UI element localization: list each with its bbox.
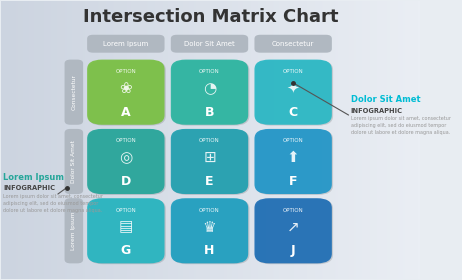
Text: INFOGRAPHIC: INFOGRAPHIC bbox=[4, 185, 55, 191]
Text: ◎: ◎ bbox=[119, 150, 133, 165]
FancyBboxPatch shape bbox=[171, 129, 248, 194]
Text: ⊞: ⊞ bbox=[203, 150, 216, 165]
FancyBboxPatch shape bbox=[255, 129, 332, 194]
Text: OPTION: OPTION bbox=[199, 208, 220, 213]
FancyBboxPatch shape bbox=[65, 198, 83, 263]
Text: ✦: ✦ bbox=[287, 81, 299, 96]
Text: Lorem ipsum dolor sit amet, consectetur
adipiscing elit, sed do eiusmod tempor
d: Lorem ipsum dolor sit amet, consectetur … bbox=[4, 194, 103, 213]
Text: C: C bbox=[289, 106, 298, 119]
FancyBboxPatch shape bbox=[172, 199, 249, 264]
Text: Lorem Ipsum: Lorem Ipsum bbox=[71, 212, 76, 250]
Text: B: B bbox=[205, 106, 214, 119]
Text: OPTION: OPTION bbox=[283, 208, 304, 213]
Text: ❀: ❀ bbox=[120, 81, 132, 96]
FancyBboxPatch shape bbox=[171, 35, 248, 53]
Text: OPTION: OPTION bbox=[116, 208, 136, 213]
FancyBboxPatch shape bbox=[255, 60, 333, 126]
FancyBboxPatch shape bbox=[171, 198, 248, 263]
Text: Consectetur: Consectetur bbox=[272, 41, 314, 47]
FancyBboxPatch shape bbox=[171, 60, 248, 125]
Text: OPTION: OPTION bbox=[116, 69, 136, 74]
Text: ▤: ▤ bbox=[119, 220, 133, 235]
FancyBboxPatch shape bbox=[255, 198, 332, 263]
Text: OPTION: OPTION bbox=[283, 138, 304, 143]
Text: Dolor Sit Amet: Dolor Sit Amet bbox=[71, 140, 76, 183]
FancyBboxPatch shape bbox=[87, 129, 164, 194]
Text: ⬆: ⬆ bbox=[287, 150, 299, 165]
Text: INFOGRAPHIC: INFOGRAPHIC bbox=[351, 108, 403, 114]
FancyBboxPatch shape bbox=[255, 130, 333, 195]
Text: Consectetur: Consectetur bbox=[71, 74, 76, 110]
FancyBboxPatch shape bbox=[88, 130, 166, 195]
Text: J: J bbox=[291, 244, 296, 257]
FancyBboxPatch shape bbox=[255, 199, 333, 264]
Text: Lorem Ipsum: Lorem Ipsum bbox=[4, 172, 65, 182]
FancyBboxPatch shape bbox=[172, 60, 249, 126]
Text: Dolor Sit Amet: Dolor Sit Amet bbox=[351, 95, 420, 104]
FancyBboxPatch shape bbox=[87, 60, 164, 125]
Text: Intersection Matrix Chart: Intersection Matrix Chart bbox=[83, 8, 338, 26]
Text: Dolor Sit Amet: Dolor Sit Amet bbox=[184, 41, 235, 47]
Text: OPTION: OPTION bbox=[199, 138, 220, 143]
FancyBboxPatch shape bbox=[65, 129, 83, 194]
FancyBboxPatch shape bbox=[65, 60, 83, 125]
Text: Lorem Ipsum: Lorem Ipsum bbox=[103, 41, 148, 47]
Text: ♛: ♛ bbox=[203, 220, 216, 235]
Text: G: G bbox=[121, 244, 131, 257]
Text: A: A bbox=[121, 106, 131, 119]
Text: Lorem ipsum dolor sit amet, consectetur
adipiscing elit, sed do eiusmod tempor
d: Lorem ipsum dolor sit amet, consectetur … bbox=[351, 116, 450, 136]
Text: OPTION: OPTION bbox=[116, 138, 136, 143]
FancyBboxPatch shape bbox=[255, 35, 332, 53]
Text: ◔: ◔ bbox=[203, 81, 216, 96]
FancyBboxPatch shape bbox=[255, 60, 332, 125]
FancyBboxPatch shape bbox=[87, 35, 164, 53]
FancyBboxPatch shape bbox=[87, 198, 164, 263]
Text: D: D bbox=[121, 175, 131, 188]
FancyBboxPatch shape bbox=[88, 60, 166, 126]
FancyBboxPatch shape bbox=[88, 199, 166, 264]
Text: OPTION: OPTION bbox=[283, 69, 304, 74]
Text: OPTION: OPTION bbox=[199, 69, 220, 74]
Text: ↗: ↗ bbox=[287, 220, 299, 235]
Text: F: F bbox=[289, 175, 298, 188]
Text: E: E bbox=[205, 175, 214, 188]
FancyBboxPatch shape bbox=[172, 130, 249, 195]
Text: H: H bbox=[204, 244, 215, 257]
